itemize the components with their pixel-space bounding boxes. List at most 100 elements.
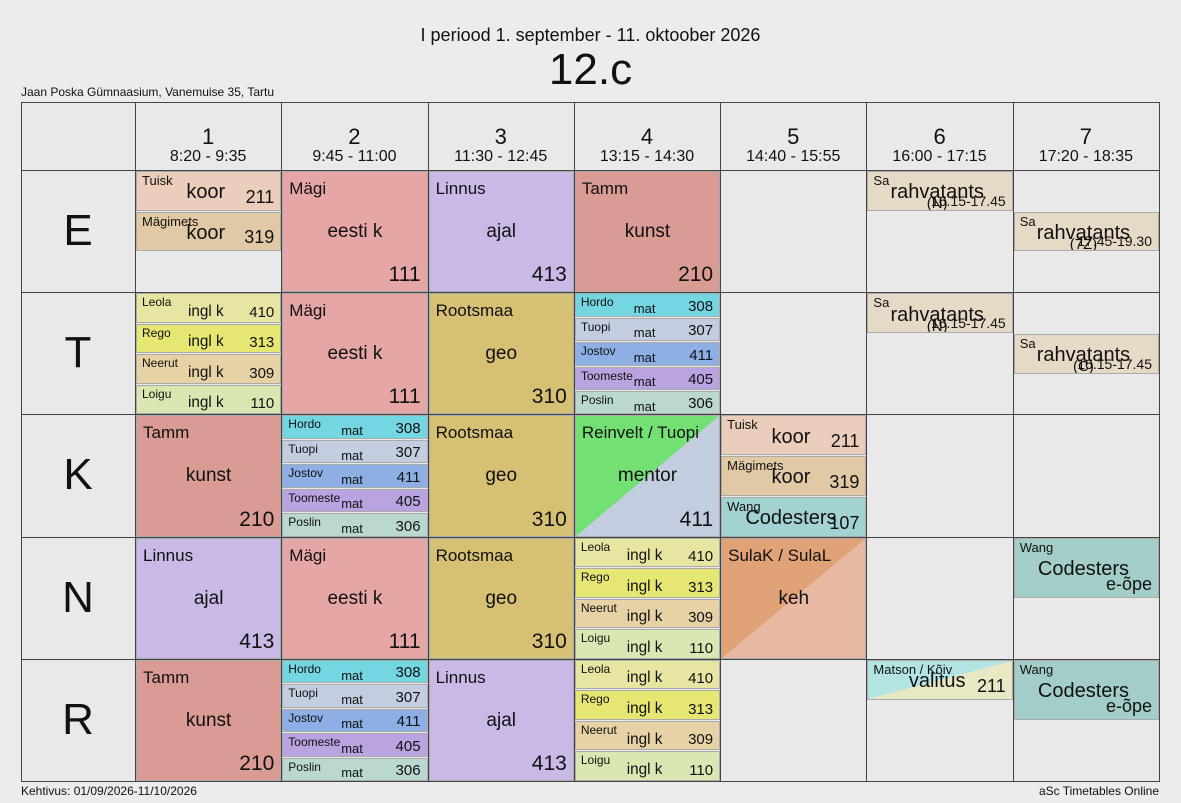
subject: kunst <box>185 465 232 487</box>
subject: rahvatants <box>1036 222 1131 245</box>
teacher: Toomeste <box>580 368 633 383</box>
period-number: 7 <box>1079 124 1092 149</box>
slot-cell <box>573 292 722 416</box>
subject: Codesters <box>745 507 837 530</box>
room: 309 <box>688 609 714 627</box>
lesson: Sa rahvatants (C) 16.15-17.45 <box>1013 333 1159 374</box>
subject: Codesters <box>1037 680 1130 703</box>
room: 410 <box>688 548 714 566</box>
slot-cell <box>135 292 283 416</box>
room: 211 <box>830 431 860 452</box>
teacher: Wang <box>1019 661 1054 677</box>
corner-cell <box>21 102 136 171</box>
period-number: 2 <box>348 124 361 149</box>
subject: mat <box>633 349 656 365</box>
room: 111 <box>388 629 421 653</box>
subject: ingl k <box>626 669 663 687</box>
subject: ajal <box>193 587 224 609</box>
subject: ingl k <box>626 761 663 779</box>
subject: geo <box>485 343 518 365</box>
lesson: Jostov mat 411 <box>282 708 428 733</box>
school-name: Jaan Poska Gümnaasium, Vanemuise 35, Tar… <box>21 85 275 99</box>
day-name: K <box>63 450 93 500</box>
validity: Kehtivus: 01/09/2026-11/10/2026 <box>21 784 197 798</box>
period-header: 6 16:00 - 17:15 <box>866 102 1014 171</box>
lesson: Mägi eesti k 111 <box>282 293 428 415</box>
slot-cell <box>866 414 1014 538</box>
lesson: Sa rahvatants (7Z) 17.45-19.30 <box>1013 211 1159 252</box>
teacher: Tuisk <box>727 417 758 433</box>
subject: geo <box>485 465 518 487</box>
lesson: Jostov mat 411 <box>282 464 428 488</box>
teacher: Linnus <box>435 179 486 198</box>
lesson: Wang Codesters e-õpe <box>1013 659 1159 720</box>
lesson: Tuopi mat 307 <box>282 439 428 464</box>
day-header: E <box>21 170 136 294</box>
slot-cell <box>720 414 868 538</box>
slot-cell <box>135 658 283 782</box>
subject: rahvatants <box>890 303 984 326</box>
slot-cell <box>281 658 429 782</box>
lesson: Rootsmaa geo 310 <box>428 415 574 537</box>
subject: mat <box>341 447 363 463</box>
subject: rahvatants <box>890 181 984 204</box>
room: 413 <box>531 751 567 775</box>
slot-cell <box>573 414 722 538</box>
teacher: Wang <box>727 498 761 514</box>
room: 410 <box>688 670 714 688</box>
teacher: Sa <box>1019 213 1036 229</box>
room: 16.15-17.45 <box>930 192 1006 209</box>
subject: geo <box>485 587 518 609</box>
room: 411 <box>689 346 714 364</box>
period-header: 5 14:40 - 15:55 <box>720 102 868 171</box>
subject: ingl k <box>187 394 224 412</box>
period-time: 14:40 - 15:55 <box>746 148 841 165</box>
lesson: Tuopi mat 307 <box>282 684 428 708</box>
slot-cell <box>720 658 868 782</box>
room: 308 <box>688 297 714 315</box>
teacher: Tamm <box>581 179 629 198</box>
lesson: Sa rahvatants (N) 16.15-17.45 <box>867 171 1013 211</box>
lesson: Hordo mat 308 <box>282 659 428 684</box>
teacher: Neerut <box>580 722 617 737</box>
lesson: Toomeste mat 405 <box>282 733 428 757</box>
teacher: SulaK / SulaL <box>728 545 832 565</box>
subject: ingl k <box>626 608 663 626</box>
room: 405 <box>395 737 421 755</box>
slot-cell <box>281 170 429 294</box>
subject: koor <box>186 222 226 245</box>
room: 308 <box>395 419 421 437</box>
teacher: Hordo <box>288 417 321 432</box>
slot-cell <box>1012 536 1160 660</box>
slot-cell <box>720 170 868 294</box>
room: 309 <box>688 731 714 749</box>
room: 307 <box>395 444 421 462</box>
lesson: Reinvelt / Tuopi mentor 411 <box>574 415 721 537</box>
room: 210 <box>678 263 714 287</box>
class-name: 12.c <box>548 45 633 94</box>
teacher: Rego <box>580 692 610 707</box>
slot-cell <box>135 414 283 538</box>
subject: mat <box>633 300 656 316</box>
room: 107 <box>829 512 860 533</box>
group: (N) <box>926 317 948 333</box>
lesson: Neerut ingl k 309 <box>136 354 282 384</box>
room: 319 <box>829 471 860 492</box>
room: 410 <box>249 303 275 321</box>
subject: mat <box>341 520 363 536</box>
lesson: Linnus ajal 413 <box>136 537 282 659</box>
subject: koor <box>771 425 811 448</box>
slot-cell <box>427 414 575 538</box>
slot-cell <box>866 536 1014 660</box>
teacher: Neerut <box>142 356 179 371</box>
subject: eesti k <box>327 587 383 609</box>
teacher: Neerut <box>580 600 617 615</box>
lesson: Wang Codesters 107 <box>721 496 867 537</box>
subject: mat <box>341 471 363 487</box>
room: 405 <box>688 370 714 388</box>
room: 210 <box>239 507 275 531</box>
subject: mat <box>633 325 656 341</box>
slot-cell <box>720 292 868 416</box>
teacher: Mägimets <box>727 458 784 474</box>
